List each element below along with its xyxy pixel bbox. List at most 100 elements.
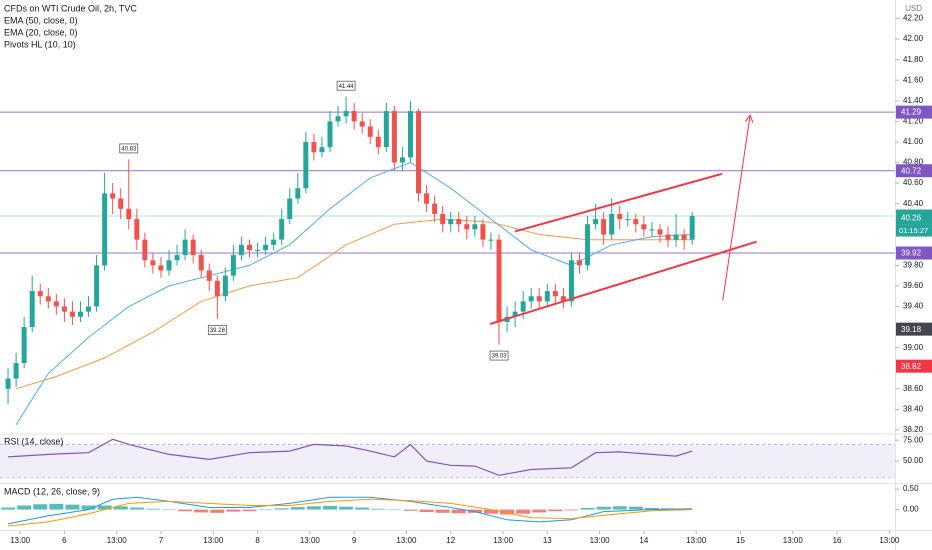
candle-body	[150, 260, 156, 266]
macd-histogram-bar	[178, 509, 193, 512]
candle-body	[456, 219, 462, 225]
candle-body	[53, 301, 59, 307]
candle-body	[552, 291, 558, 297]
candle-body	[560, 296, 566, 302]
candle-body	[593, 219, 599, 225]
y-tick-label: 39.80	[903, 260, 924, 269]
currency-label: USD	[905, 4, 922, 13]
candle-body	[222, 275, 228, 297]
candle-body	[673, 234, 679, 240]
x-tick-label: 13:00	[783, 536, 804, 545]
macd-histogram-bar	[113, 506, 128, 510]
macd-histogram-bar	[306, 506, 321, 510]
candle-body	[585, 224, 591, 266]
y-tick-label: 40.80	[903, 158, 924, 167]
chart-title: CFDs on WTI Crude Oil, 2h, TVC	[4, 3, 137, 13]
candle-body	[86, 306, 92, 312]
candle-body	[5, 378, 11, 389]
candle-body	[488, 239, 494, 241]
macd-tick-label: 0.50	[903, 484, 919, 493]
macd-histogram-bar	[290, 507, 305, 510]
price-badge-text: 41.29	[901, 108, 922, 117]
pivot-box	[336, 80, 356, 91]
candle-body	[61, 306, 67, 312]
candle-body	[343, 111, 349, 117]
arrow-line	[722, 115, 751, 301]
main-pane: 40.83 39.28 41.44 39.03	[0, 80, 895, 426]
price-badge-text: 39.92	[901, 249, 922, 258]
price-badge-text: 39.18	[901, 325, 922, 334]
legend-entry: EMA (50, close, 0)	[4, 15, 78, 25]
candle-body	[190, 239, 196, 256]
candle-body	[440, 213, 446, 225]
macd-histogram-bar	[483, 509, 498, 514]
x-tick-label: 13:00	[203, 536, 224, 545]
candle-body	[174, 255, 180, 261]
pivot-label: 39.03	[489, 350, 509, 361]
candle-body	[110, 193, 116, 199]
x-tick-label: 8	[255, 536, 260, 545]
candle-body	[568, 260, 574, 302]
candle-body	[448, 219, 454, 225]
candle-body	[69, 311, 75, 317]
y-tick-label: 41.20	[903, 116, 924, 125]
candle-body	[601, 219, 607, 235]
candle-body	[649, 229, 655, 231]
candle-body	[536, 296, 542, 302]
macd-histogram-bar	[435, 509, 450, 513]
candle-body	[528, 296, 534, 302]
rsi-line	[7, 438, 693, 476]
pivot-text: 40.83	[121, 147, 137, 153]
x-tick-label: 6	[62, 536, 67, 545]
y-tick-label: 41.80	[903, 55, 924, 64]
candle-body	[126, 208, 132, 220]
macd-tick-label: 0.00	[903, 505, 919, 514]
candle-body	[689, 216, 695, 240]
macd-histogram-bar	[274, 508, 289, 510]
pivot-text: 41.44	[339, 84, 355, 90]
y-tick-label: 38.40	[903, 404, 924, 413]
candle-body	[327, 121, 333, 148]
pivot-text: 39.03	[492, 354, 508, 360]
candle-body	[367, 126, 373, 137]
rsi-tick-label: 50.00	[903, 456, 924, 465]
price-badge	[896, 105, 932, 119]
macd-histogram-bar	[226, 509, 241, 512]
macd-histogram-bar	[17, 505, 32, 510]
macd-histogram-bar	[322, 505, 337, 510]
candle-body	[520, 301, 526, 312]
candle-body	[94, 265, 100, 307]
macd-histogram-bar	[451, 509, 466, 514]
candle-body	[21, 327, 27, 364]
pivot-label: 41.44	[336, 80, 356, 91]
candle-body	[271, 239, 277, 245]
candle-body	[576, 260, 582, 266]
macd-histogram-bar	[129, 507, 144, 510]
x-tick-label: 14	[639, 536, 648, 545]
price-badge-text: 40.72	[901, 166, 922, 175]
x-tick-label: 13:00	[879, 536, 900, 545]
candle-body	[512, 311, 518, 317]
y-tick-label: 39.00	[903, 343, 924, 352]
macd-histogram-bar	[644, 507, 659, 510]
x-tick-label: 15	[736, 536, 745, 545]
macd-histogram-bar	[403, 509, 418, 511]
candle-body	[166, 260, 172, 271]
macd-title: MACD (12, 26, close, 9)	[4, 486, 100, 496]
candle-body	[335, 116, 341, 122]
candle-body	[238, 244, 244, 256]
macd-pane	[1, 496, 693, 527]
macd-line	[7, 496, 693, 525]
x-tick-label: 7	[159, 536, 164, 545]
candle-body	[625, 219, 631, 221]
pivot-box	[207, 325, 227, 335]
candle-body	[359, 121, 365, 127]
macd-histogram-bar	[548, 509, 563, 512]
trend-line	[514, 172, 723, 233]
arrow-head	[744, 114, 754, 123]
macd-histogram-bar	[81, 505, 96, 510]
rsi-title: RSI (14, close)	[4, 436, 64, 446]
